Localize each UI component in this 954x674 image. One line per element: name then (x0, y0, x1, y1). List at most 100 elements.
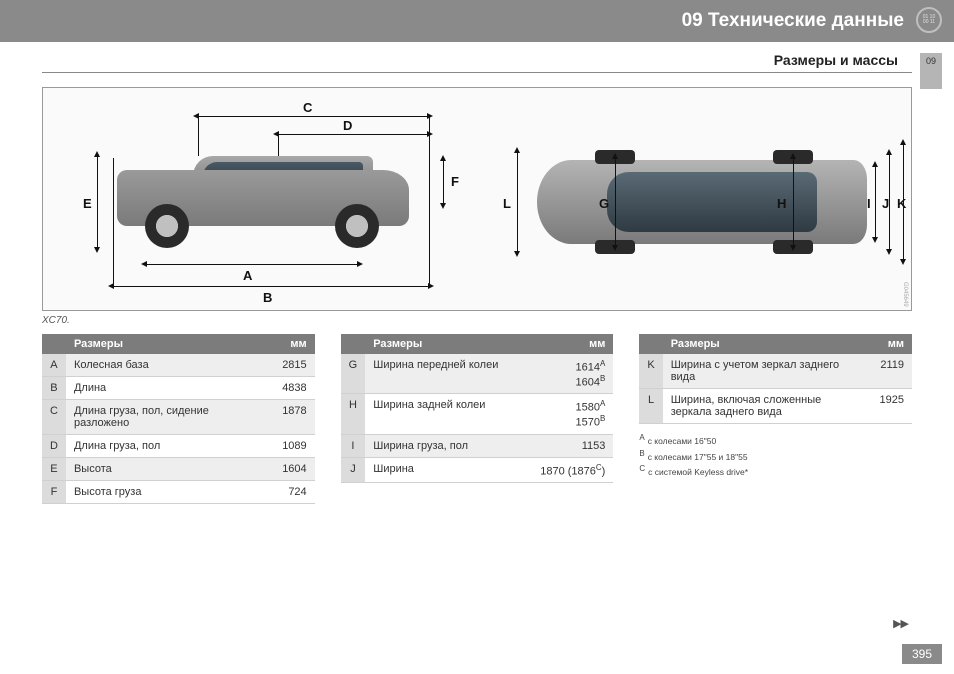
chapter-badge-icon: 01 10 00 11 (916, 7, 942, 33)
row-value: 2815 (255, 354, 315, 377)
row-label: Ширина передней колеи (365, 354, 532, 394)
col-header-mm: мм (532, 334, 613, 354)
dim-line-l (517, 152, 518, 252)
row-value: 1614A1604B (532, 354, 613, 394)
diagram-caption: XC70. (42, 315, 912, 326)
dim-line-a (146, 264, 358, 265)
row-key: I (341, 434, 366, 457)
table-row: LШирина, включая сложенные зеркала задне… (639, 389, 912, 424)
row-label: Высота (66, 458, 255, 481)
footnote-a: Aс колесами 16"50 (639, 432, 912, 448)
col-header-dim: Размеры (66, 334, 255, 354)
continue-icon: ▶▶ (893, 617, 908, 630)
table-row: DДлина груза, пол1089 (42, 435, 315, 458)
row-key: E (42, 458, 66, 481)
dim-label-a: A (243, 268, 252, 283)
dim-label-e: E (83, 196, 92, 211)
wheel-icon (145, 204, 189, 248)
chapter-title: 09 Технические данные (682, 10, 904, 32)
row-key: B (42, 377, 66, 400)
diagram-watermark: G045649 (902, 282, 908, 307)
chapter-side-tab: 09 (920, 53, 942, 89)
row-label: Ширина задней колеи (365, 394, 532, 434)
col-header-dim: Размеры (663, 334, 852, 354)
row-key: K (639, 354, 662, 389)
col-header-mm: мм (255, 334, 315, 354)
table-row: AКолесная база2815 (42, 354, 315, 377)
col-header-mm: мм (852, 334, 912, 354)
wheel-icon (335, 204, 379, 248)
table-row: EВысота1604 (42, 458, 315, 481)
row-label: Длина (66, 377, 255, 400)
row-key: H (341, 394, 366, 434)
row-label: Длина груза, пол (66, 435, 255, 458)
dim-label-j: J (882, 196, 889, 211)
dim-label-g: G (599, 196, 609, 211)
dimensions-diagram: C D F E A B L G (42, 87, 912, 311)
dim-label-k: K (897, 196, 906, 211)
row-value: 1153 (532, 434, 613, 457)
row-value: 1580A1570B (532, 394, 613, 434)
dim-line-d (278, 134, 428, 135)
row-value: 1878 (255, 400, 315, 435)
footnotes: Aс колесами 16"50 Bс колесами 17"55 и 18… (639, 432, 912, 479)
table-row: GШирина передней колеи1614A1604B (341, 354, 614, 394)
page-number: 395 (902, 644, 942, 664)
row-label: Ширина груза, пол (365, 434, 532, 457)
row-value: 2119 (852, 354, 912, 389)
section-title: Размеры и массы (774, 52, 898, 68)
table-2: Размеры мм GШирина передней колеи1614A16… (341, 334, 614, 504)
dim-line-h (793, 158, 794, 246)
row-label: Высота груза (66, 481, 255, 504)
dim-label-l: L (503, 196, 511, 211)
dim-line-b (113, 286, 429, 287)
dim-label-i: I (867, 196, 871, 211)
row-label: Ширина с учетом зеркал заднего вида (663, 354, 852, 389)
footnote-c: Cс системой Keyless drive* (639, 463, 912, 479)
table-row: BДлина4838 (42, 377, 315, 400)
table-row: FВысота груза724 (42, 481, 315, 504)
table-3-and-notes: Размеры мм KШирина с учетом зеркал задне… (639, 334, 912, 504)
table-row: CДлина груза, пол, сидение разложено1878 (42, 400, 315, 435)
table-row: KШирина с учетом зеркал заднего вида2119 (639, 354, 912, 389)
dim-line-i (875, 166, 876, 238)
row-value: 4838 (255, 377, 315, 400)
car-side-view: C D F E A B (43, 88, 477, 310)
row-key: C (42, 400, 66, 435)
table-row: HШирина задней колеи1580A1570B (341, 394, 614, 434)
chapter-header: 09 Технические данные 01 10 00 11 (0, 0, 954, 42)
car-side-silhouette (103, 152, 423, 248)
dim-line-f (443, 160, 444, 204)
footnote-b: Bс колесами 17"55 и 18"55 (639, 448, 912, 464)
row-label: Длина груза, пол, сидение разложено (66, 400, 255, 435)
car-top-view: L G H I J K (477, 88, 911, 310)
row-value: 1604 (255, 458, 315, 481)
row-key: L (639, 389, 662, 424)
dim-label-h: H (777, 196, 786, 211)
dimensions-tables: Размеры мм AКолесная база2815BДлина4838C… (42, 334, 912, 504)
dim-line-e (97, 156, 98, 248)
dim-label-c: C (303, 100, 312, 115)
col-header-dim: Размеры (365, 334, 532, 354)
table-row: JШирина1870 (1876C) (341, 457, 614, 483)
car-top-silhouette (537, 150, 867, 254)
row-key: F (42, 481, 66, 504)
section-title-row: Размеры и массы (42, 42, 912, 73)
table-1: Размеры мм AКолесная база2815BДлина4838C… (42, 334, 315, 504)
dim-label-d: D (343, 118, 352, 133)
table-row: IШирина груза, пол1153 (341, 434, 614, 457)
row-label: Ширина (365, 457, 532, 483)
row-key: A (42, 354, 66, 377)
row-key: D (42, 435, 66, 458)
row-value: 1925 (852, 389, 912, 424)
dim-label-b: B (263, 290, 272, 305)
row-key: G (341, 354, 366, 394)
dim-line-c (198, 116, 428, 117)
dim-label-f: F (451, 174, 459, 189)
row-label: Ширина, включая сложенные зеркала заднег… (663, 389, 852, 424)
row-key: J (341, 457, 366, 483)
dim-line-g (615, 158, 616, 246)
row-label: Колесная база (66, 354, 255, 377)
row-value: 1089 (255, 435, 315, 458)
row-value: 1870 (1876C) (532, 457, 613, 483)
